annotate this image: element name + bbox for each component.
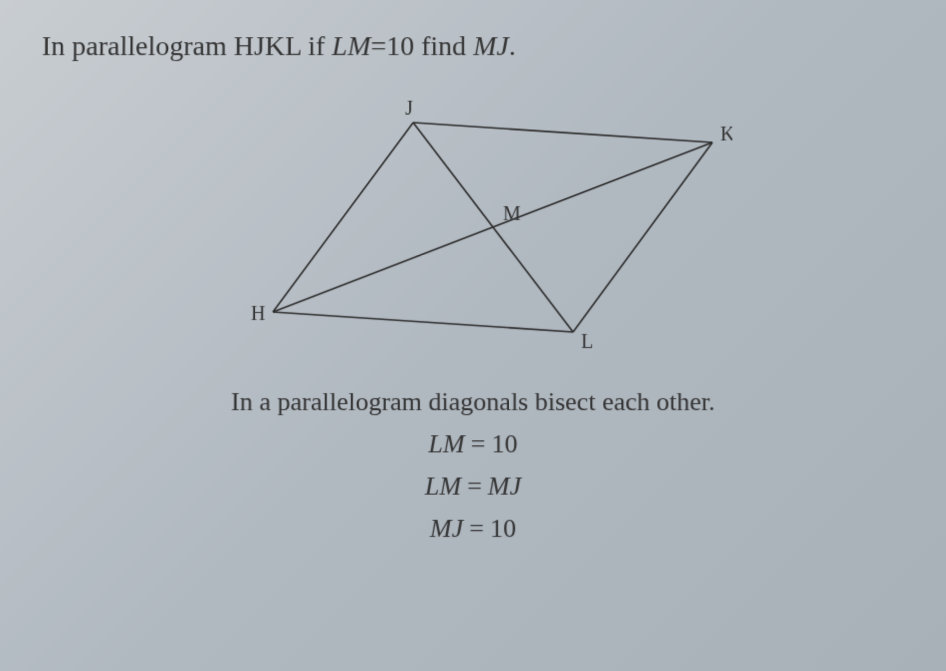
solution-step: LM=10 bbox=[39, 429, 908, 459]
step-rhs: 10 bbox=[491, 429, 517, 458]
equals-sign: = bbox=[461, 471, 488, 500]
diagram-edge bbox=[273, 123, 413, 312]
q-eq: = bbox=[371, 31, 387, 62]
vertex-label-M: M bbox=[503, 203, 521, 225]
diagram-container: H J K L M bbox=[39, 93, 906, 367]
q-given-var: LM bbox=[332, 31, 371, 62]
solution-steps: LM=10LM=MJMJ=10 bbox=[38, 429, 908, 544]
parallelogram-diagram: H J K L M bbox=[213, 93, 734, 362]
diagram-edge bbox=[413, 123, 712, 143]
step-lhs: LM bbox=[428, 429, 464, 458]
question-text: In parallelogram HJKL if LM=10 find MJ. bbox=[42, 31, 905, 63]
equals-sign: = bbox=[463, 514, 490, 543]
diagram-edge bbox=[273, 312, 573, 332]
q-given-val: 10 bbox=[386, 31, 414, 62]
q-find-var: MJ bbox=[473, 31, 509, 62]
q-prefix: In parallelogram HJKL if bbox=[42, 31, 332, 62]
step-lhs: MJ bbox=[430, 514, 463, 543]
diagram-edge bbox=[573, 142, 713, 332]
vertex-label-L: L bbox=[581, 331, 593, 353]
equals-sign: = bbox=[465, 429, 492, 458]
step-lhs: LM bbox=[425, 471, 461, 500]
vertex-label-K: K bbox=[720, 124, 733, 146]
solution-statement: In a parallelogram diagonals bisect each… bbox=[39, 387, 907, 417]
diagram-edge bbox=[413, 123, 573, 332]
solution-step: LM=MJ bbox=[38, 471, 907, 501]
vertex-label-H: H bbox=[251, 303, 266, 325]
q-suffix: . bbox=[509, 31, 516, 62]
vertex-label-J: J bbox=[405, 98, 413, 120]
step-rhs: 10 bbox=[490, 514, 516, 543]
step-rhs: MJ bbox=[488, 471, 521, 500]
solution-step: MJ=10 bbox=[38, 514, 908, 544]
worksheet-page: In parallelogram HJKL if LM=10 find MJ. … bbox=[0, 2, 946, 575]
q-find-prefix: find bbox=[414, 31, 473, 62]
